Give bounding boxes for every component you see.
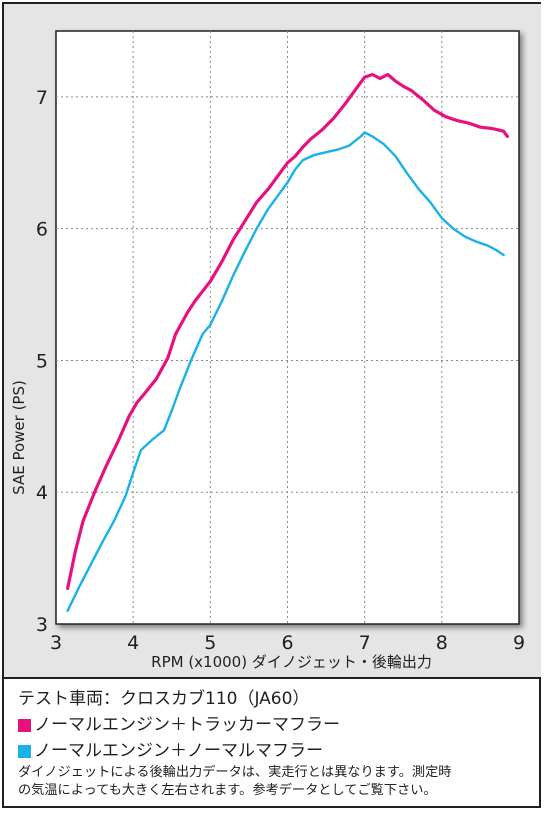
y-tick-label: 5 [36, 350, 48, 372]
power-chart: 3 4 5 6 7 8 9 3 4 5 6 7 SAE Power (PS) RPM (x1000) … [10, 30, 525, 671]
grid-lines [56, 31, 519, 624]
legend-item-label: ノーマルエンジン＋トラッカーマフラー [34, 715, 340, 735]
x-tick-label: 5 [204, 632, 216, 654]
legend-item-label: ノーマルエンジン＋ノーマルマフラー [34, 741, 323, 761]
series-line-tracker-muffler [66, 72, 509, 590]
x-tick-label: 4 [127, 632, 139, 654]
legend-item-normal: ノーマルエンジン＋ノーマルマフラー [18, 738, 533, 764]
legend-swatch-magenta [18, 718, 31, 732]
legend-item-tracker: ノーマルエンジン＋トラッカーマフラー [18, 712, 533, 738]
x-tick-label: 6 [281, 632, 293, 654]
x-axis-label: RPM (x1000) ダイノジェット・後輪出力 [151, 653, 432, 671]
y-axis-label: SAE Power (PS) [10, 380, 28, 495]
y-tick-label: 3 [36, 614, 48, 636]
series-line-normal-muffler [66, 131, 505, 612]
x-tick-label: 7 [359, 632, 371, 654]
disclaimer-note-line2: の気温によっても大きく左右されます。参考データとしてご覧下さい。 [18, 783, 437, 798]
y-tick-label: 6 [36, 219, 48, 241]
y-tick-label: 7 [36, 87, 48, 109]
x-tick-label: 9 [513, 632, 525, 654]
legend-swatch-cyan [18, 744, 31, 758]
x-tick-label: 8 [436, 632, 448, 654]
legend: テスト車両：クロスカブ110（JA60） ノーマルエンジン＋トラッカーマフラー … [18, 686, 533, 800]
x-tick-label: 3 [50, 632, 62, 654]
disclaimer-note-line1: ダイノジェットによる後輪出力データは、実走行とは異なります。測定時 [18, 765, 452, 780]
test-vehicle-title: テスト車両：クロスカブ110（JA60） [18, 689, 310, 709]
series-layer [66, 72, 509, 612]
y-tick-label: 4 [36, 482, 48, 504]
tick-labels: 3 4 5 6 7 8 9 3 4 5 6 7 [36, 87, 525, 654]
chart-panel: 3 4 5 6 7 8 9 3 4 5 6 7 SAE Power (PS) RPM (x1000) … [4, 4, 541, 679]
